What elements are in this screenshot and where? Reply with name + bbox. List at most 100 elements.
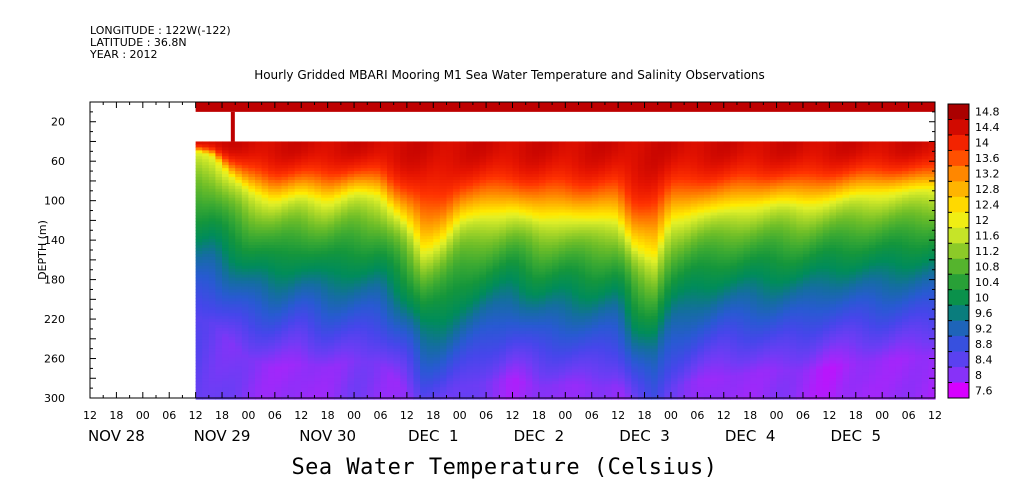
y-axis-label: DEPTH (m)	[36, 220, 49, 280]
y-tick-label: 140	[44, 234, 65, 247]
x-tick-label: 00	[558, 409, 572, 422]
x-tick-label: 00	[136, 409, 150, 422]
colorbar-swatch	[948, 351, 969, 368]
x-tick-label: 06	[902, 409, 916, 422]
colorbar-swatch	[948, 150, 969, 167]
colorbar-label: 10.8	[975, 260, 1000, 273]
x-tick-label: 06	[796, 409, 810, 422]
x-tick-label: 06	[479, 409, 493, 422]
colorbar-label: 10.4	[975, 276, 1000, 289]
colorbar-swatch	[948, 119, 969, 136]
colorbar-label: 9.2	[975, 322, 993, 335]
colorbar-swatch	[948, 181, 969, 198]
colorbar-label: 12.4	[975, 199, 1000, 212]
x-tick-label: 18	[849, 409, 863, 422]
x-tick-label: 12	[928, 409, 942, 422]
x-tick-label: 12	[294, 409, 308, 422]
colorbar-swatch	[948, 227, 969, 244]
colorbar-label: 11.6	[975, 230, 1000, 243]
plot-area	[195, 102, 936, 400]
colorbar-label: 12.8	[975, 183, 1000, 196]
x-day-label: NOV 30	[299, 427, 356, 445]
x-tick-label: 18	[426, 409, 440, 422]
colorbar: 14.8 14.4 14 13.6 13.2 12.8 12.4 12 11.6 11.2 10.8…	[947, 103, 1000, 399]
x-tick-label: 12	[189, 409, 203, 422]
x-tick-label: 12	[83, 409, 97, 422]
x-day-label: NOV 29	[194, 427, 251, 445]
y-tick-label: 180	[44, 274, 65, 287]
heatmap-cells	[195, 141, 936, 400]
year-label: YEAR : 2012	[90, 48, 158, 61]
colorbar-label: 8	[975, 369, 982, 382]
colorbar-label: 14.4	[975, 121, 1000, 134]
colorbar-label: 13.2	[975, 168, 1000, 181]
bottom-title: Sea Water Temperature (Celsius)	[291, 455, 718, 480]
x-tick-label: 18	[638, 409, 652, 422]
x-tick-label: 06	[373, 409, 387, 422]
x-day-label: DEC 2	[514, 427, 565, 445]
x-tick-label: 18	[215, 409, 229, 422]
colorbar-label: 13.6	[975, 152, 1000, 165]
x-tick-label: 12	[611, 409, 625, 422]
colorbar-swatch	[948, 165, 969, 182]
colorbar-swatch	[948, 212, 969, 229]
x-tick-label: 12	[400, 409, 414, 422]
colorbar-swatch	[948, 336, 969, 353]
x-tick-label: 06	[585, 409, 599, 422]
colorbar-swatch	[948, 320, 969, 337]
colorbar-label: 9.6	[975, 307, 993, 320]
x-day-label: DEC 4	[725, 427, 776, 445]
latitude-label: LATITUDE : 36.8N	[90, 36, 187, 49]
colorbar-label: 7.6	[975, 384, 993, 397]
colorbar-label: 10	[975, 291, 989, 304]
colorbar-swatch	[948, 305, 969, 322]
colorbar-label: 11.2	[975, 245, 1000, 258]
y-tick-label: 100	[44, 195, 65, 208]
x-tick-label: 00	[875, 409, 889, 422]
colorbar-label: 12	[975, 214, 989, 227]
surface-stub	[230, 111, 235, 142]
x-tick-label: 00	[241, 409, 255, 422]
colorbar-swatch	[948, 274, 969, 291]
y-tick-label: 20	[51, 116, 65, 129]
colorbar-label: 8.8	[975, 338, 993, 351]
colorbar-swatch	[948, 382, 969, 399]
x-tick-label: 12	[822, 409, 836, 422]
x-day-label: DEC 1	[408, 427, 459, 445]
x-tick-label: 18	[109, 409, 123, 422]
colorbar-label: 14	[975, 137, 989, 150]
x-tick-label: 06	[690, 409, 704, 422]
x-day-label: DEC 5	[830, 427, 881, 445]
colorbar-swatch	[948, 104, 969, 120]
colorbar-label: 14.8	[975, 106, 1000, 119]
y-tick-label: 220	[44, 313, 65, 326]
x-tick-label: 06	[268, 409, 282, 422]
x-tick-label: 18	[321, 409, 335, 422]
longitude-label: LONGITUDE : 122W(-122)	[90, 24, 231, 37]
x-tick-label: 12	[717, 409, 731, 422]
y-tick-label: 300	[44, 392, 65, 405]
colorbar-swatch	[948, 289, 969, 306]
x-tick-label: 18	[532, 409, 546, 422]
y-tick-label: 260	[44, 353, 65, 366]
colorbar-swatch	[948, 367, 969, 384]
y-tick-label: 60	[51, 155, 65, 168]
axes: 20 60 100 140 180 220 260 300 DEPTH (m) 12 18 00 06 1…	[36, 101, 942, 445]
x-tick-label: 18	[743, 409, 757, 422]
x-tick-label: 12	[506, 409, 520, 422]
x-tick-label: 00	[664, 409, 678, 422]
colorbar-swatch	[948, 243, 969, 260]
x-tick-label: 00	[347, 409, 361, 422]
x-day-label: NOV 28	[88, 427, 145, 445]
x-tick-label: 06	[162, 409, 176, 422]
colorbar-frame	[947, 103, 970, 399]
chart-title: Hourly Gridded MBARI Mooring M1 Sea Wate…	[254, 68, 765, 82]
x-tick-label: 00	[453, 409, 467, 422]
colorbar-swatch	[948, 196, 969, 213]
colorbar-swatch	[948, 134, 969, 151]
x-day-label: DEC 3	[619, 427, 670, 445]
x-tick-label: 00	[770, 409, 784, 422]
colorbar-label: 8.4	[975, 353, 993, 366]
colorbar-swatch	[948, 258, 969, 275]
